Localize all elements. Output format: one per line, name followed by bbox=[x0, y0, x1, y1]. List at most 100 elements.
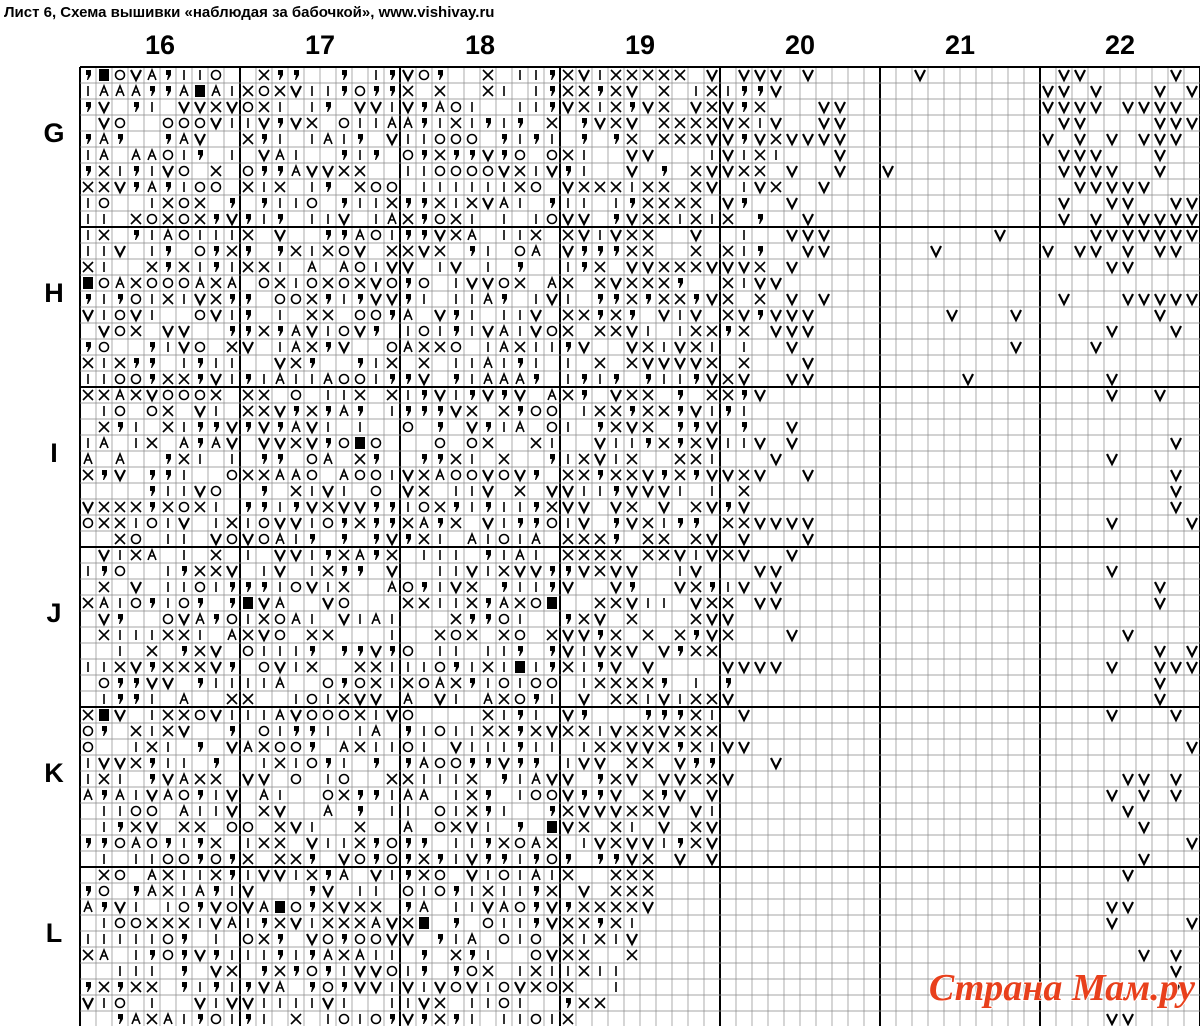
symbol-tick bbox=[118, 614, 123, 624]
symbol-tick bbox=[598, 246, 603, 256]
symbol-x bbox=[498, 405, 510, 417]
symbol-x bbox=[274, 853, 286, 865]
symbol-x bbox=[674, 629, 686, 641]
symbol-tick bbox=[246, 422, 251, 432]
symbol-tick bbox=[374, 790, 379, 800]
symbol-v bbox=[146, 821, 158, 835]
symbol-x bbox=[274, 757, 286, 769]
symbol-v bbox=[258, 869, 270, 883]
symbol-tick bbox=[230, 870, 235, 880]
symbol-v bbox=[1154, 165, 1166, 179]
symbol-tick bbox=[326, 406, 331, 416]
symbol-v bbox=[626, 325, 638, 339]
symbol-v bbox=[130, 69, 142, 83]
symbol-x bbox=[722, 517, 734, 529]
symbol-tick bbox=[454, 662, 459, 672]
symbol-x bbox=[626, 469, 638, 481]
symbol-x bbox=[562, 805, 574, 817]
symbol-tick bbox=[678, 838, 683, 848]
symbol-x bbox=[610, 85, 622, 97]
symbol-tick bbox=[390, 502, 395, 512]
symbol-v bbox=[210, 533, 222, 547]
symbol-tick bbox=[534, 374, 539, 384]
symbol-tick bbox=[422, 966, 427, 976]
symbol-v bbox=[1106, 1013, 1118, 1026]
symbol-tick bbox=[534, 134, 539, 144]
symbol-tick bbox=[166, 134, 171, 144]
symbol-v bbox=[546, 293, 558, 307]
symbol-x bbox=[274, 277, 286, 289]
symbol-v bbox=[1170, 709, 1182, 723]
symbol-o bbox=[194, 341, 206, 353]
symbol-v bbox=[546, 485, 558, 499]
symbol-tick bbox=[406, 726, 411, 736]
symbol-v bbox=[1010, 341, 1022, 355]
symbol-x bbox=[450, 677, 462, 689]
symbol-v bbox=[146, 677, 158, 691]
symbol-x bbox=[642, 533, 654, 545]
symbol-tick bbox=[134, 102, 139, 112]
symbol-o bbox=[466, 133, 478, 145]
symbol-o bbox=[178, 789, 190, 801]
symbol-x bbox=[546, 629, 558, 641]
symbol-v bbox=[1074, 101, 1086, 115]
symbol-v bbox=[818, 293, 830, 307]
symbol-v bbox=[642, 485, 654, 499]
symbol-v bbox=[754, 565, 766, 579]
symbol-v bbox=[210, 901, 222, 915]
row-letter: K bbox=[44, 758, 64, 788]
symbol-tick bbox=[486, 806, 491, 816]
symbol-tick bbox=[502, 134, 507, 144]
symbol-v bbox=[1058, 213, 1070, 227]
symbol-a bbox=[419, 755, 429, 769]
symbol-x bbox=[626, 725, 638, 737]
symbol-v bbox=[562, 501, 574, 515]
symbol-x bbox=[354, 165, 366, 177]
symbol-tick bbox=[358, 646, 363, 656]
symbol-tick bbox=[166, 182, 171, 192]
symbol-v bbox=[1138, 101, 1150, 115]
symbol-a bbox=[435, 467, 445, 481]
symbol-o bbox=[450, 469, 462, 481]
symbol-v bbox=[1122, 245, 1134, 259]
symbol-v bbox=[114, 757, 126, 771]
symbol-o bbox=[546, 789, 558, 801]
symbol-v bbox=[546, 773, 558, 787]
symbol-v bbox=[530, 565, 542, 579]
symbol-a bbox=[467, 227, 477, 241]
symbol-x bbox=[610, 549, 622, 561]
symbol-x bbox=[706, 325, 718, 337]
symbol-x bbox=[210, 565, 222, 577]
symbol-a bbox=[275, 675, 285, 689]
symbol-tick bbox=[390, 310, 395, 320]
symbol-v bbox=[578, 629, 590, 643]
symbol-x bbox=[642, 69, 654, 81]
symbol-o bbox=[354, 469, 366, 481]
symbol-x bbox=[722, 277, 734, 289]
symbol-o bbox=[386, 277, 398, 289]
symbol-a bbox=[483, 691, 493, 705]
symbol-tick bbox=[534, 902, 539, 912]
symbol-v bbox=[194, 997, 206, 1011]
symbol-v bbox=[370, 869, 382, 883]
symbol-a bbox=[147, 883, 157, 897]
symbol-x bbox=[98, 181, 110, 193]
symbol-tick bbox=[358, 566, 363, 576]
symbol-block bbox=[99, 69, 109, 81]
symbol-x bbox=[98, 869, 110, 881]
symbol-x bbox=[98, 165, 110, 177]
symbol-o bbox=[498, 997, 510, 1009]
symbol-tick bbox=[518, 118, 523, 128]
symbol-v bbox=[706, 69, 718, 83]
symbol-x bbox=[258, 469, 270, 481]
symbol-x bbox=[162, 293, 174, 305]
symbol-v bbox=[770, 325, 782, 339]
symbol-a bbox=[163, 227, 173, 241]
symbol-x bbox=[722, 373, 734, 385]
symbol-tick bbox=[310, 982, 315, 992]
symbol-v bbox=[530, 325, 542, 339]
symbol-o bbox=[194, 181, 206, 193]
symbol-o bbox=[194, 309, 206, 321]
symbol-o bbox=[338, 1013, 350, 1025]
symbol-v bbox=[1010, 309, 1022, 323]
